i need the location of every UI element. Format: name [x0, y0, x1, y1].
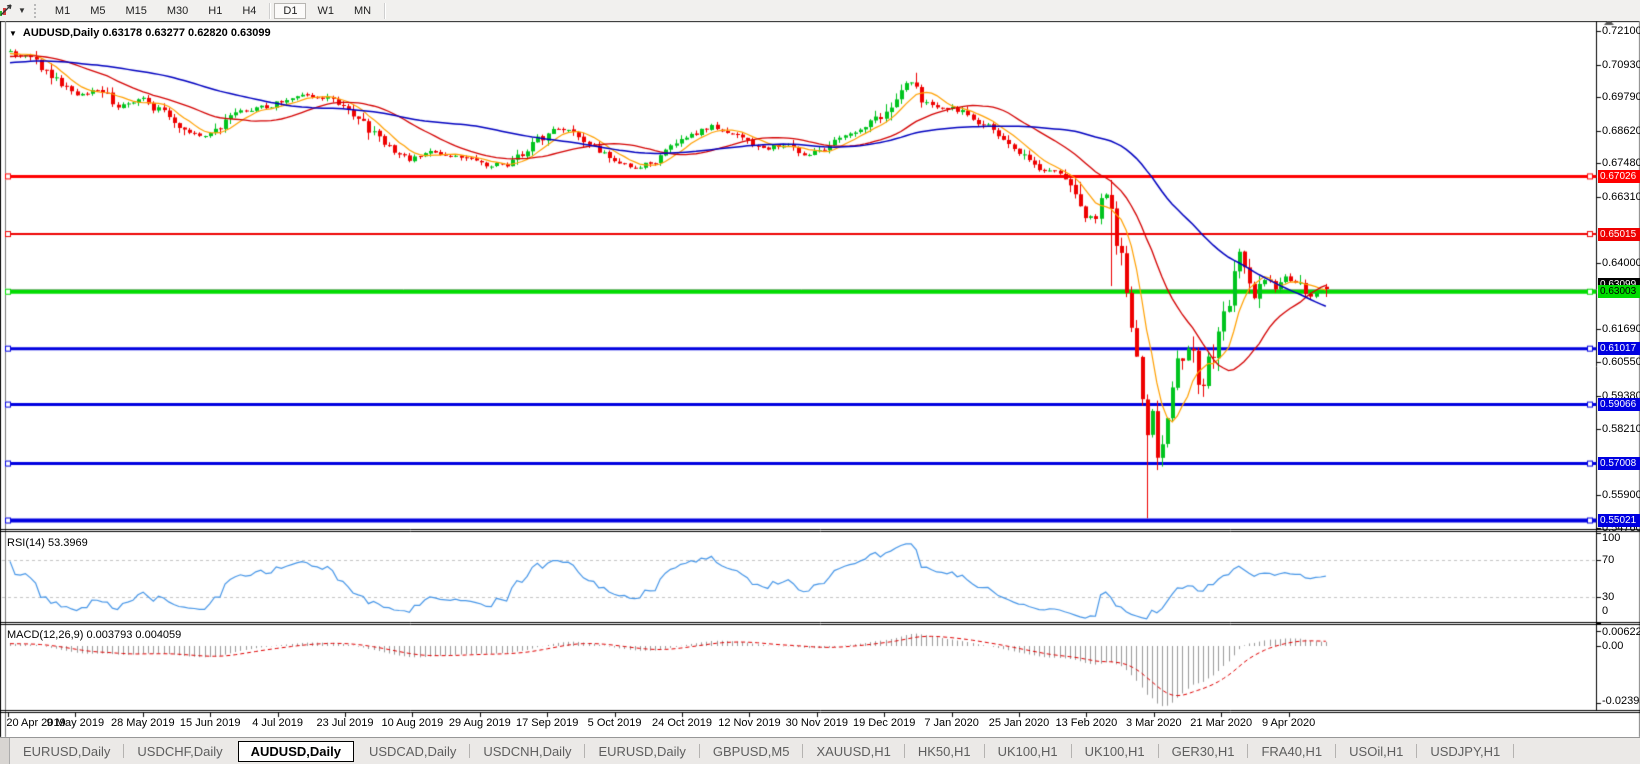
chart-tab-eurusd-daily[interactable]: EURUSD,Daily — [23, 743, 111, 759]
tab-separator — [1335, 744, 1337, 758]
chart-tab-ger30-h1[interactable]: GER30,H1 — [1171, 743, 1235, 759]
timeframe-button-d1[interactable]: D1 — [274, 2, 307, 19]
chart-tab-usdcnh-daily[interactable]: USDCNH,Daily — [483, 743, 572, 759]
toolbar-grip — [33, 3, 39, 18]
timeframe-button-h4[interactable]: H4 — [242, 4, 257, 17]
timeframe-button-mn[interactable]: MN — [353, 4, 372, 17]
tab-separator — [802, 744, 804, 758]
timeframe-button-w1[interactable]: W1 — [317, 4, 334, 17]
chart-tab-audusd-daily[interactable]: AUDUSD,Daily — [237, 740, 354, 762]
chart-tab-fra40-h1[interactable]: FRA40,H1 — [1261, 743, 1323, 759]
chart-tab-usdchf-daily[interactable]: USDCHF,Daily — [137, 743, 223, 759]
chart-drawing-tool-icon[interactable] — [0, 3, 16, 18]
tab-separator — [469, 744, 471, 758]
tab-separator — [123, 744, 125, 758]
chart-tab-xauusd-h1[interactable]: XAUUSD,H1 — [816, 743, 891, 759]
tab-separator — [1157, 744, 1159, 758]
tab-separator — [1513, 744, 1515, 758]
chart-tab-usdcad-daily[interactable]: USDCAD,Daily — [368, 743, 457, 759]
timeframe-button-h1[interactable]: H1 — [208, 4, 223, 17]
timeframe-toolbar: ▼ M1 M5 M15 M30 H1 H4 D1 W1 MN — [0, 0, 1640, 21]
timeframe-button-m5[interactable]: M5 — [90, 4, 106, 17]
chart-tab-bar: EURUSD,Daily USDCHF,Daily AUDUSD,Daily USDC… — [0, 737, 1640, 764]
toolbar-separator — [384, 2, 386, 19]
chart-tab-usdjpy-h1[interactable]: USDJPY,H1 — [1430, 743, 1501, 759]
chart-tab-eurusd-daily[interactable]: EURUSD,Daily — [598, 743, 686, 759]
chart-tab-gbpusd-m5[interactable]: GBPUSD,M5 — [712, 743, 790, 759]
chart-tab-uk100-h1[interactable]: UK100,H1 — [997, 743, 1058, 759]
tab-separator — [1247, 744, 1249, 758]
tab-bar-stub — [0, 738, 10, 764]
chart-tab-hk50-h1[interactable]: HK50,H1 — [917, 743, 971, 759]
tab-separator — [983, 744, 985, 758]
timeframe-button-m15[interactable]: M15 — [125, 4, 147, 17]
chart-tab-usoil-h1[interactable]: USOil,H1 — [1349, 743, 1404, 759]
timeframe-button-m1[interactable]: M1 — [54, 4, 71, 17]
toolbar-separator — [269, 2, 271, 19]
timeframe-button-m30[interactable]: M30 — [166, 4, 189, 17]
chart-tab-uk100-h1[interactable]: UK100,H1 — [1084, 743, 1145, 759]
tool-dropdown-icon[interactable]: ▼ — [18, 6, 26, 15]
tab-separator — [698, 744, 700, 758]
tab-separator — [903, 744, 905, 758]
tab-separator — [1070, 744, 1072, 758]
tab-separator — [1416, 744, 1418, 758]
tab-separator — [584, 744, 586, 758]
